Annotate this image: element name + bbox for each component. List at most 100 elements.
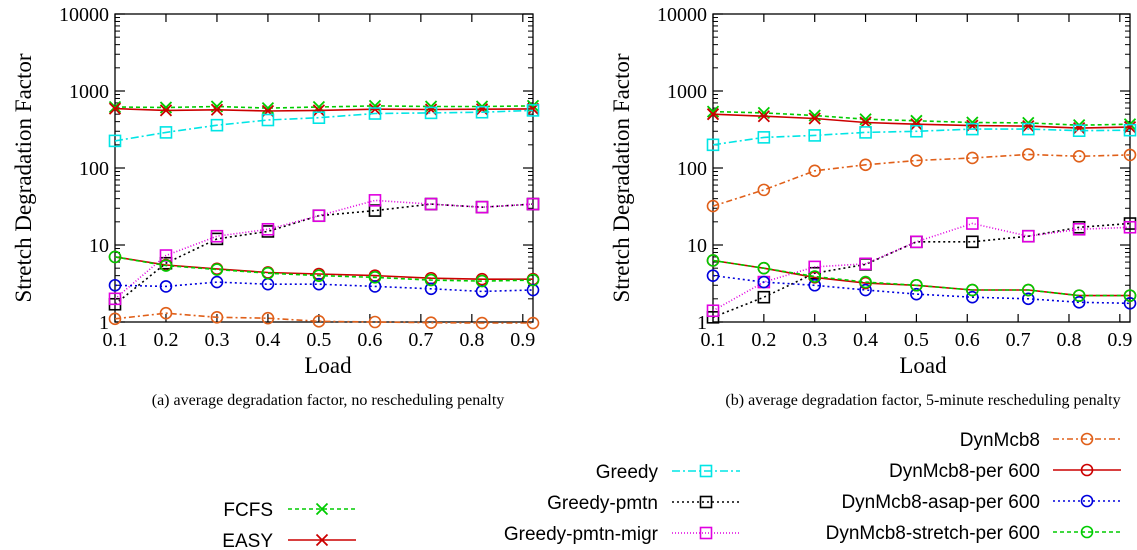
y-axis-label: Stretch Degradation Factor [609, 53, 634, 302]
legend-label: DynMcb8-asap-per 600 [841, 492, 1040, 513]
data-point [859, 126, 872, 139]
data-point [312, 269, 326, 282]
data-point [1022, 119, 1035, 133]
data-point [706, 304, 720, 318]
data-point [475, 200, 489, 214]
data-point [368, 271, 382, 284]
data-point [1072, 149, 1086, 163]
series-line [712, 259, 1130, 297]
chart-panel-b: 1 10 100 1000 10000 0.1 0.2 0.3 0.4 0.5 0.6 0.7 0.8 0… [609, 4, 1137, 409]
data-point [706, 108, 720, 121]
x-tick-label: 0.9 [1107, 329, 1132, 351]
legend-label: DynMcb8 [960, 430, 1040, 451]
x-tick-label: 0.6 [357, 329, 382, 351]
data-point [261, 311, 275, 325]
data-point [108, 100, 122, 114]
plot-frame [712, 13, 1131, 323]
data-point [1123, 148, 1137, 162]
data-point [368, 194, 382, 207]
data-point [706, 254, 720, 267]
x-axis-label: Load [304, 353, 352, 378]
series-easy [108, 102, 540, 118]
legend-label: EASY [222, 531, 273, 550]
x-axis-label: Load [899, 353, 947, 378]
data-point [108, 292, 122, 306]
series-dynmcb8 [706, 148, 1137, 213]
data-point [910, 118, 923, 131]
legend-label: Greedy [596, 462, 659, 483]
data-point [966, 122, 979, 136]
data-point [910, 278, 923, 292]
data-point [910, 235, 923, 249]
data-point [526, 104, 540, 117]
data-point [424, 316, 438, 329]
data-point [1073, 121, 1086, 135]
x-tick-label: 0.5 [306, 329, 331, 351]
data-point [757, 275, 771, 289]
data-point [757, 131, 771, 144]
y-tick-label: 100 [677, 158, 707, 180]
data-point [312, 111, 326, 125]
data-point [859, 158, 872, 172]
data-point [1123, 296, 1137, 310]
data-point [424, 106, 438, 120]
data-point [757, 261, 771, 275]
data-point [757, 183, 771, 197]
series-line [114, 109, 534, 142]
x-tick-label: 0.2 [751, 329, 776, 351]
data-point [424, 197, 438, 211]
series-line [114, 256, 534, 282]
data-point [808, 164, 822, 178]
data-point [808, 278, 822, 292]
series-greedy-pmtn-migr [706, 217, 1137, 318]
x-tick-label: 0.1 [701, 329, 726, 351]
data-point [757, 110, 770, 123]
series-line [712, 128, 1131, 146]
data-point [966, 290, 979, 304]
x-tick-label: 0.7 [1006, 329, 1031, 351]
x-tick-label: 0.3 [802, 329, 827, 351]
data-point [475, 274, 489, 288]
data-point [312, 209, 326, 223]
series-line [114, 256, 533, 281]
series-dynmcb8-asap-per-600 [706, 269, 1137, 310]
data-point [424, 273, 438, 287]
data-point [966, 235, 979, 249]
series-line [114, 312, 533, 324]
data-point [526, 283, 540, 297]
series-dynmcb8-per-600 [108, 250, 540, 286]
data-point [261, 222, 275, 236]
data-point [1021, 122, 1035, 136]
data-point [966, 151, 979, 165]
legend-label: FCFS [223, 500, 273, 521]
legend-marker [315, 502, 329, 516]
legend-marker [1080, 463, 1094, 477]
data-point [808, 129, 822, 142]
legend-marker [699, 495, 713, 509]
data-point [210, 263, 224, 276]
y-tick-label: 1000 [667, 81, 707, 103]
legend-marker [699, 526, 713, 540]
data-point [368, 107, 382, 120]
series-line [114, 199, 534, 300]
x-tick-label: 0.8 [459, 329, 484, 351]
series-greedy-pmtn-migr [108, 194, 540, 306]
data-point [706, 199, 720, 213]
series-dynmcb8 [108, 306, 540, 330]
data-point [526, 273, 540, 287]
data-point [210, 275, 224, 289]
y-tick-label: 10000 [59, 4, 109, 26]
data-point [1072, 296, 1086, 309]
data-point [312, 315, 326, 328]
data-point [910, 287, 923, 301]
legend-label: DynMcb8-per 600 [889, 461, 1040, 482]
data-point [159, 259, 173, 272]
data-point [859, 257, 872, 271]
data-point [261, 266, 275, 280]
data-point [706, 138, 720, 152]
data-point [966, 217, 979, 230]
legend-marker [1080, 525, 1094, 539]
y-axis-label: Stretch Degradation Factor [11, 53, 36, 302]
data-point [312, 104, 326, 117]
data-point [1072, 289, 1086, 302]
